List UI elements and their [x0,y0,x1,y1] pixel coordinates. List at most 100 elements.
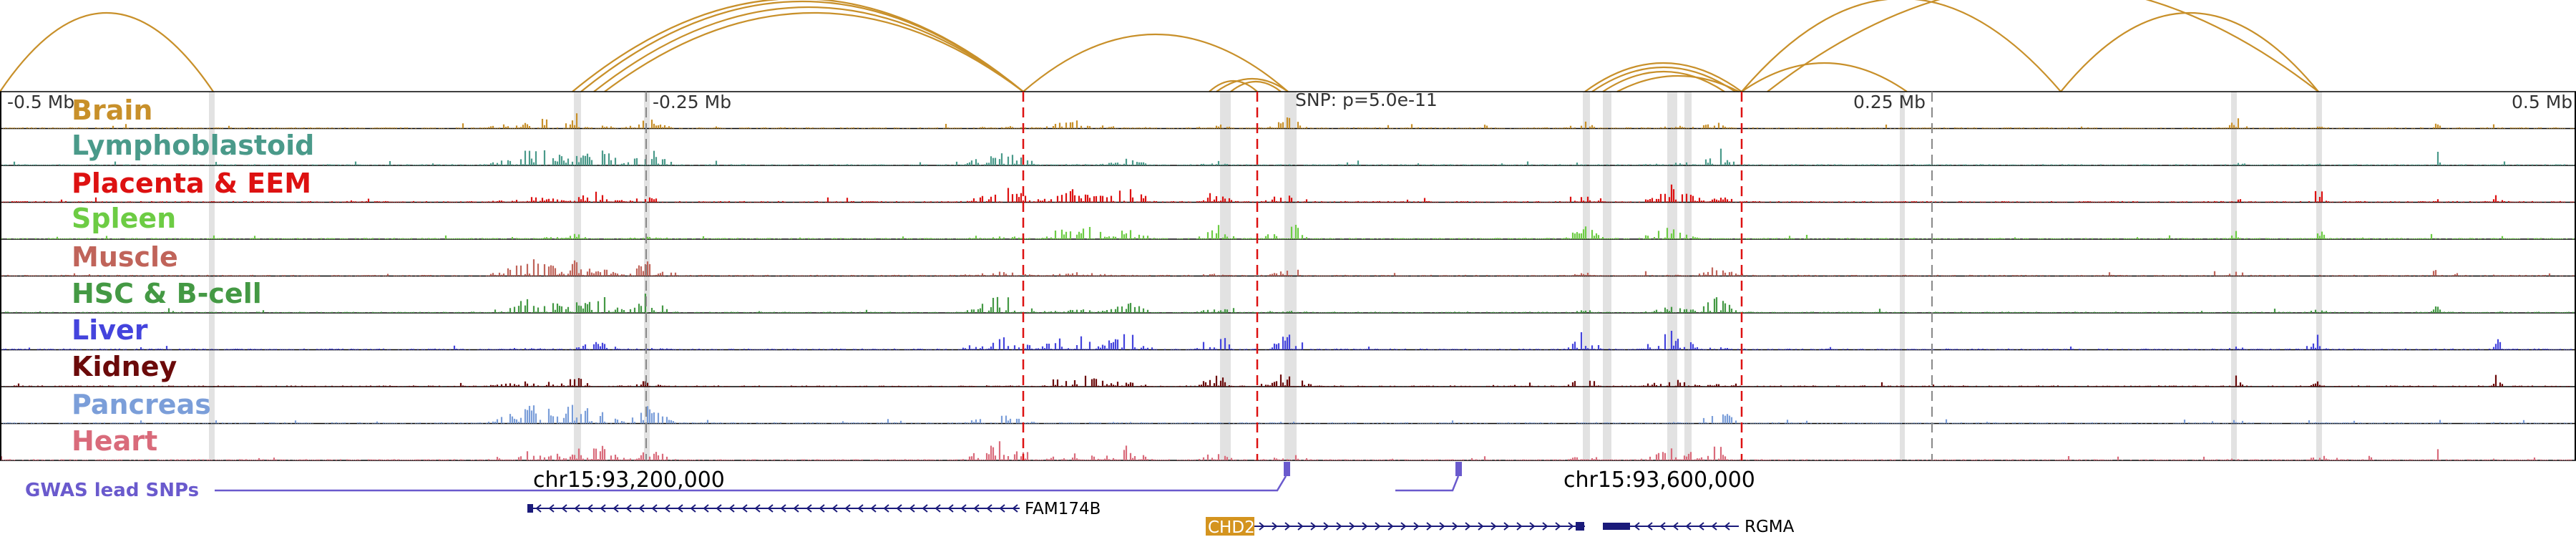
gene-highlight-chd2 [1206,517,1254,536]
track-0 [0,113,2576,130]
red-dashed-markers [645,92,1933,460]
track-signal [2,405,2572,424]
strand-chevron [1284,522,1291,531]
track-labels: Brain Lymphoblastoid Placenta & EEM Sple… [72,95,314,457]
gene-label-chd2: CHD2 [1208,518,1255,537]
strand-chevron [1439,522,1445,531]
gene-chd2[interactable]: CHD2 [1206,517,1585,537]
strand-chevron [1349,522,1355,531]
strand-chevron [806,504,812,513]
interaction-arc [1741,0,2062,92]
signal-tracks [0,91,2576,461]
interaction-arc [1616,74,1740,92]
strand-chevron [1426,522,1433,531]
strand-chevron [1413,522,1420,531]
strand-chevron [1387,522,1394,531]
track-signal [2,148,2575,165]
strand-chevron [1555,522,1561,531]
coordinate-label-right: chr15:93,600,000 [1563,468,1755,493]
track-signal [2,113,2575,129]
interaction-arc [593,6,1024,92]
strand-chevron [1529,522,1536,531]
strand-chevron [1323,522,1330,531]
strand-chevron [1659,522,1666,531]
strand-chevron [986,504,992,513]
strand-chevron [703,504,709,513]
strand-chevron [651,504,658,513]
axis-label-plus-half: 0.5 Mb [2512,92,2572,112]
snp-label: SNP: p=5.0e-11 [1295,90,1438,110]
interaction-arc [1584,62,1742,92]
strand-chevron [844,504,851,513]
strand-chevron [819,504,825,513]
strand-chevron [1568,522,1574,531]
gwas-track: GWAS lead SNPs [25,462,1462,501]
interaction-arcs [0,0,2319,92]
strand-chevron [831,504,838,513]
strand-chevron [1646,522,1653,531]
strand-chevron [638,504,645,513]
gwas-connector-1 [215,475,1287,492]
strand-chevron [1362,522,1368,531]
strand-chevron [548,504,555,513]
strand-chevron [1400,522,1407,531]
strand-chevron [600,504,606,513]
gene-label-fam174b: FAM174B [1025,500,1101,518]
track-label-muscle: Muscle [72,241,178,273]
strand-chevron [535,504,542,513]
strand-chevron [793,504,799,513]
strand-chevron [767,504,774,513]
track-label-kidney: Kidney [72,351,177,382]
strand-chevron [1259,522,1265,531]
strand-chevron [716,504,722,513]
strand-chevron [1272,522,1278,531]
interaction-arc [1591,66,1736,92]
strand-chevron [625,504,632,513]
track-label-hsc: HSC & B-cell [72,278,262,309]
interaction-arc [1216,78,1289,92]
track-1 [0,148,2576,166]
strand-chevron [922,504,928,513]
axis-label-minus-half: -0.5 Mb [7,92,74,112]
strand-chevron [909,504,915,513]
interaction-arc [580,0,1024,92]
strand-chevron [1672,522,1679,531]
track-4 [0,259,2576,277]
strand-chevron [1452,522,1458,531]
strand-chevron [664,504,670,513]
strand-chevron [587,504,593,513]
strand-chevron [728,504,735,513]
interaction-arc [1230,80,1282,92]
strand-chevron [690,504,696,513]
coordinate-label-left: chr15:93,200,000 [533,468,725,493]
strand-chevron [1465,522,1471,531]
strand-chevron [1336,522,1342,531]
track-label-pancreas: Pancreas [72,389,211,420]
interaction-arc [2060,12,2319,92]
strand-chevron [561,504,567,513]
track-label-brain: Brain [72,95,152,126]
interaction-arc [1741,62,1908,92]
strand-chevron [857,504,864,513]
track-label-liver: Liver [72,314,148,346]
interaction-arc [1209,79,1258,92]
strand-chevron [1375,522,1381,531]
track-label-heart: Heart [72,425,157,457]
gene-track: FAM174B CHD2 RGMA [527,500,1795,537]
strand-chevron [1542,522,1548,531]
strand-chevron [1711,522,1717,531]
interaction-arc [1023,33,1289,92]
strand-chevron [754,504,761,513]
gwas-snp-marker-1[interactable] [1284,462,1290,476]
strand-chevron [1516,522,1523,531]
strand-chevron [896,504,902,513]
strand-chevron [1724,522,1730,531]
axis-label-minus-quarter: -0.25 Mb [653,92,731,112]
gene-fam174b[interactable]: FAM174B [527,500,1101,518]
strand-chevron [960,504,967,513]
gene-rgma[interactable]: RGMA [1603,518,1795,536]
gwas-connector-2 [1395,475,1460,492]
track-label-placenta: Placenta & EEM [72,168,311,199]
gwas-snp-marker-2[interactable] [1455,462,1462,476]
